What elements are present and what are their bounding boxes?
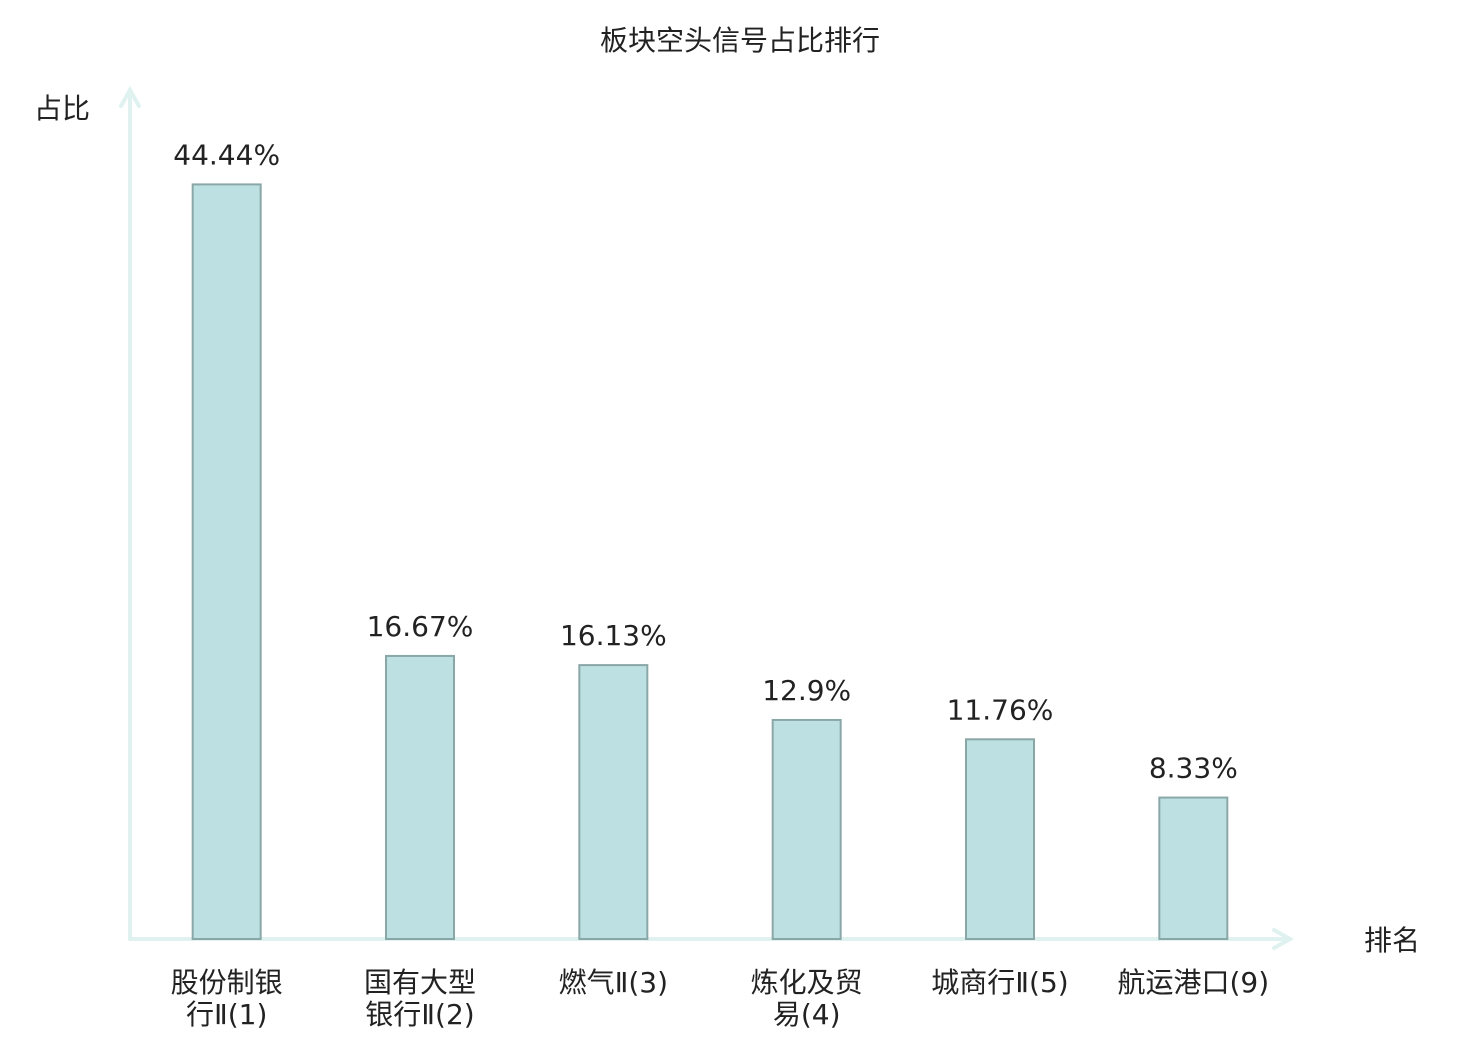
chart-title: 板块空头信号占比排行 — [600, 24, 880, 57]
bar — [771, 718, 842, 941]
x-tick-label: 国有大型银行Ⅱ(2) — [364, 966, 476, 1031]
x-axis-arrow — [1272, 928, 1295, 950]
x-tick-label: 炼化及贸易(4) — [751, 966, 863, 1031]
value-label: 12.9% — [762, 674, 851, 707]
y-axis-label: 占比 — [34, 92, 90, 125]
y-axis-arrow — [119, 85, 141, 108]
value-label: 16.13% — [560, 619, 667, 652]
x-tick-label: 股份制银行Ⅱ(1) — [171, 966, 283, 1031]
bar — [965, 738, 1035, 940]
bar — [1158, 796, 1229, 940]
value-label: 44.44% — [173, 138, 280, 171]
x-axis-label: 排名 — [1364, 924, 1420, 957]
x-tick-label: 燃气Ⅱ(3) — [559, 966, 668, 999]
value-label: 16.67% — [367, 610, 474, 643]
x-tick-label: 航运港口(9) — [1117, 966, 1269, 999]
bar — [191, 183, 262, 940]
bar — [385, 654, 455, 941]
value-label: 11.76% — [947, 693, 1054, 726]
x-tick-label: 城商行Ⅱ(5) — [931, 966, 1068, 999]
value-label: 8.33% — [1149, 752, 1238, 785]
bar — [578, 664, 649, 940]
